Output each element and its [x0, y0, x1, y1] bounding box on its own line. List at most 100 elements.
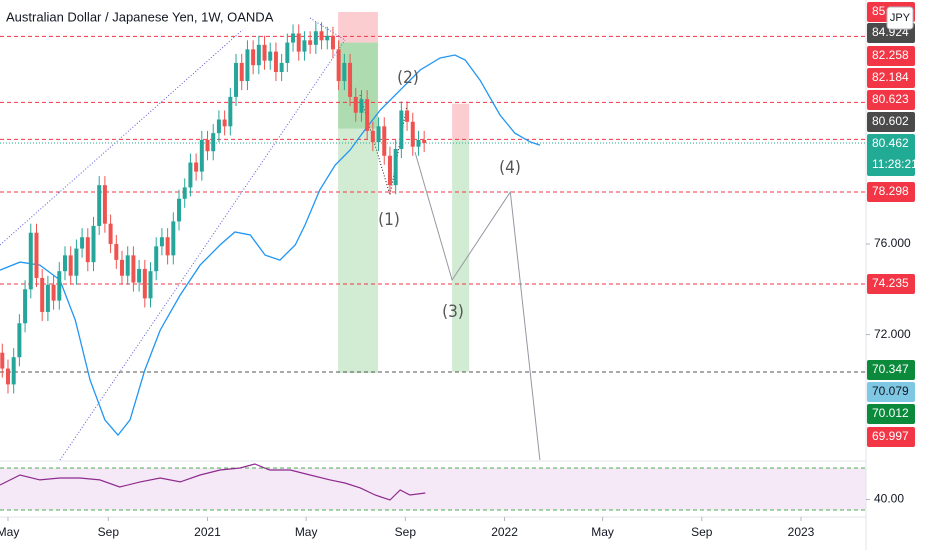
wave-label: (3): [442, 302, 464, 322]
candle-body: [102, 185, 107, 224]
price-badge: [867, 46, 915, 66]
candle-body: [91, 225, 96, 263]
candle-body: [256, 44, 261, 66]
price-badge: [867, 427, 915, 447]
candle-body: [382, 126, 387, 156]
trend-line: [59, 39, 346, 461]
price-badge-label: 74.235: [872, 276, 909, 290]
candle-body: [154, 246, 159, 272]
price-badge-label: 80.623: [872, 92, 909, 106]
candle-body: [387, 155, 392, 186]
candle-body: [234, 62, 239, 97]
candle-body: [370, 130, 375, 143]
projection: [414, 151, 541, 461]
candle-body: [74, 248, 79, 276]
candle-body: [239, 62, 244, 82]
candle-body: [114, 244, 119, 260]
y-tick-label: 72.000: [874, 327, 911, 341]
candle-body: [165, 237, 170, 256]
candle-body: [422, 139, 427, 144]
x-tick-label: May: [0, 525, 19, 539]
candle-body: [131, 255, 136, 283]
candle-body: [416, 139, 421, 147]
price-badge: [867, 134, 915, 176]
candle-body: [62, 255, 67, 272]
target-zone: [338, 128, 378, 374]
x-tick-label: 2022: [491, 525, 518, 539]
candle-body: [148, 271, 153, 299]
candle-body: [142, 268, 147, 299]
candle-body: [313, 31, 318, 45]
candle-body: [342, 62, 347, 82]
candle-body: [245, 49, 250, 82]
y-tick-label: 76.000: [874, 236, 911, 250]
price-badge: [867, 404, 915, 424]
candle-body: [285, 42, 290, 63]
price-badge: [867, 112, 915, 132]
candle-body: [5, 368, 10, 385]
candle-body: [308, 40, 313, 45]
candle-body: [199, 139, 204, 172]
target-zone: [452, 139, 470, 372]
candle-body: [137, 268, 142, 283]
price-badge-label: 80.602: [872, 114, 909, 128]
countdown: 11:28:21: [872, 157, 918, 171]
currency-button[interactable]: [886, 6, 914, 30]
candle-body: [262, 44, 267, 61]
y-tick-label: 40.00: [874, 492, 904, 506]
candle-body: [273, 51, 278, 72]
price-badge-label: 80.462: [872, 136, 909, 150]
price-badge-label: 82.258: [872, 48, 909, 62]
candle-body: [336, 49, 341, 82]
candle-body: [211, 133, 216, 152]
candle-body: [393, 148, 398, 186]
plot-area: (1) (2) (3) (4): [0, 9, 866, 511]
price-badge: [867, 182, 915, 202]
candle-body: [205, 139, 210, 152]
candle-body: [182, 187, 187, 199]
currency-label[interactable]: JPY: [890, 12, 911, 24]
x-tick-label: May: [591, 525, 614, 539]
candle-body: [359, 99, 364, 113]
candle-body: [410, 121, 415, 147]
price-badge: [867, 360, 915, 380]
x-tick-label: Sep: [691, 525, 713, 539]
candle-body: [194, 162, 199, 172]
candle-body: [251, 49, 256, 66]
candle-body: [120, 259, 125, 276]
candle-body: [405, 110, 410, 122]
stop-zone: [452, 103, 470, 140]
rsi-band: [0, 467, 866, 510]
candle-body: [0, 352, 5, 369]
price-badge-label: 70.079: [872, 384, 909, 398]
candle-body: [365, 99, 370, 131]
wave-label: (1): [378, 210, 400, 230]
candle-body: [177, 198, 182, 222]
candle-body: [319, 31, 324, 41]
candle-body: [330, 35, 335, 50]
candle-body: [279, 62, 284, 72]
candle-body: [51, 284, 56, 301]
candle-body: [125, 255, 130, 276]
candle-body: [216, 119, 221, 134]
price-badge-label: 69.997: [872, 429, 909, 443]
chart-title: Australian Dollar / Japanese Yen, 1W, OA…: [6, 9, 274, 24]
price-badge-label: 78.298: [872, 184, 909, 198]
candle-body: [222, 119, 227, 127]
trend-line: [0, 9, 266, 246]
x-tick-label: 2021: [194, 525, 221, 539]
candle-body: [159, 237, 164, 247]
candle-body: [348, 62, 353, 97]
candle-body: [68, 255, 73, 276]
x-tick-label: 2023: [788, 525, 815, 539]
candle-body: [291, 33, 296, 43]
price-badge-label: 82.184: [872, 70, 909, 84]
candle-body: [399, 110, 404, 149]
rsi-line: [0, 463, 426, 501]
candle-body: [108, 223, 113, 245]
title-bg: [0, 6, 292, 30]
price-badge: [867, 274, 915, 294]
candle-body: [302, 40, 307, 52]
